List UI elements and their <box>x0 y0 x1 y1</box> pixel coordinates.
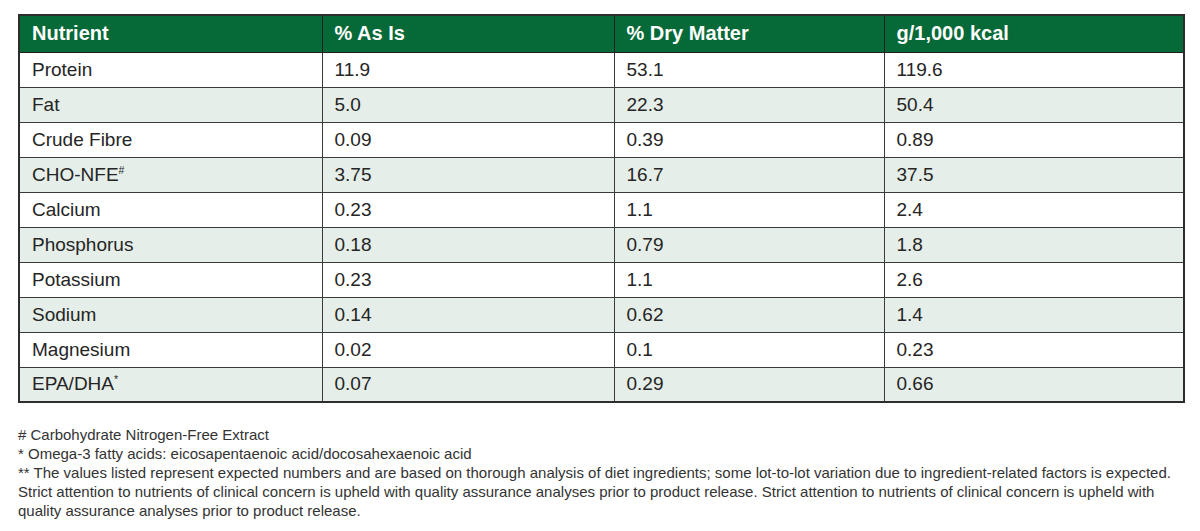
as-is-value-cell: 0.02 <box>322 332 614 367</box>
as-is-value-cell: 11.9 <box>322 52 614 87</box>
table-row: Calcium0.231.12.4 <box>19 192 1184 227</box>
table-header-row: Nutrient % As Is % Dry Matter g/1,000 kc… <box>19 15 1184 52</box>
dry-matter-value-cell: 22.3 <box>614 87 884 122</box>
nutrient-name-cell: Potassium <box>19 262 322 297</box>
nutrient-name-cell: Phosphorus <box>19 227 322 262</box>
dry-matter-value-cell: 0.39 <box>614 122 884 157</box>
column-header-as-is: % As Is <box>322 15 614 52</box>
table-row: Crude Fibre0.090.390.89 <box>19 122 1184 157</box>
nutrient-table: Nutrient % As Is % Dry Matter g/1,000 kc… <box>18 14 1185 403</box>
g-per-1000kcal-value-cell: 2.4 <box>884 192 1184 227</box>
table-row: Sodium0.140.621.4 <box>19 297 1184 332</box>
g-per-1000kcal-value-cell: 0.89 <box>884 122 1184 157</box>
g-per-1000kcal-value-cell: 1.8 <box>884 227 1184 262</box>
g-per-1000kcal-value-cell: 37.5 <box>884 157 1184 192</box>
table-row: Potassium0.231.12.6 <box>19 262 1184 297</box>
as-is-value-cell: 5.0 <box>322 87 614 122</box>
footnote-omega3: * Omega-3 fatty acids: eicosapentaenoic … <box>18 444 1183 463</box>
as-is-value-cell: 0.18 <box>322 227 614 262</box>
as-is-value-cell: 0.14 <box>322 297 614 332</box>
g-per-1000kcal-value-cell: 0.23 <box>884 332 1184 367</box>
table-row: CHO-NFE#3.7516.737.5 <box>19 157 1184 192</box>
table-row: Phosphorus0.180.791.8 <box>19 227 1184 262</box>
dry-matter-value-cell: 0.29 <box>614 367 884 402</box>
nutrient-name-cell: Protein <box>19 52 322 87</box>
nutrient-name-cell: EPA/DHA* <box>19 367 322 402</box>
g-per-1000kcal-value-cell: 50.4 <box>884 87 1184 122</box>
column-header-g-per-1000kcal: g/1,000 kcal <box>884 15 1184 52</box>
dry-matter-value-cell: 16.7 <box>614 157 884 192</box>
as-is-value-cell: 0.07 <box>322 367 614 402</box>
footnotes: # Carbohydrate Nitrogen-Free Extract * O… <box>18 425 1183 520</box>
nutrient-name-cell: Fat <box>19 87 322 122</box>
nutrient-name-cell: Sodium <box>19 297 322 332</box>
nutrient-name-cell: Calcium <box>19 192 322 227</box>
nutrient-name-cell: CHO-NFE# <box>19 157 322 192</box>
nutrient-profile-page: Nutrient % As Is % Dry Matter g/1,000 kc… <box>0 0 1200 531</box>
nutrient-name-cell: Magnesium <box>19 332 322 367</box>
g-per-1000kcal-value-cell: 2.6 <box>884 262 1184 297</box>
as-is-value-cell: 0.09 <box>322 122 614 157</box>
table-row: Protein11.953.1119.6 <box>19 52 1184 87</box>
footnote-cho-nfe: # Carbohydrate Nitrogen-Free Extract <box>18 425 1183 444</box>
table-header: Nutrient % As Is % Dry Matter g/1,000 kc… <box>19 15 1184 52</box>
column-header-nutrient: Nutrient <box>19 15 322 52</box>
g-per-1000kcal-value-cell: 0.66 <box>884 367 1184 402</box>
dry-matter-value-cell: 0.62 <box>614 297 884 332</box>
as-is-value-cell: 0.23 <box>322 262 614 297</box>
g-per-1000kcal-value-cell: 119.6 <box>884 52 1184 87</box>
footnote-marker: # <box>119 164 125 175</box>
footnote-marker: * <box>114 374 118 385</box>
as-is-value-cell: 3.75 <box>322 157 614 192</box>
nutrient-name-cell: Crude Fibre <box>19 122 322 157</box>
as-is-value-cell: 0.23 <box>322 192 614 227</box>
table-row: Magnesium0.020.10.23 <box>19 332 1184 367</box>
table-row: EPA/DHA*0.070.290.66 <box>19 367 1184 402</box>
dry-matter-value-cell: 1.1 <box>614 262 884 297</box>
dry-matter-value-cell: 0.1 <box>614 332 884 367</box>
g-per-1000kcal-value-cell: 1.4 <box>884 297 1184 332</box>
dry-matter-value-cell: 1.1 <box>614 192 884 227</box>
dry-matter-value-cell: 0.79 <box>614 227 884 262</box>
footnote-values-disclaimer: ** The values listed represent expected … <box>18 463 1183 520</box>
table-body: Protein11.953.1119.6Fat5.022.350.4Crude … <box>19 52 1184 402</box>
table-row: Fat5.022.350.4 <box>19 87 1184 122</box>
column-header-dry-matter: % Dry Matter <box>614 15 884 52</box>
dry-matter-value-cell: 53.1 <box>614 52 884 87</box>
